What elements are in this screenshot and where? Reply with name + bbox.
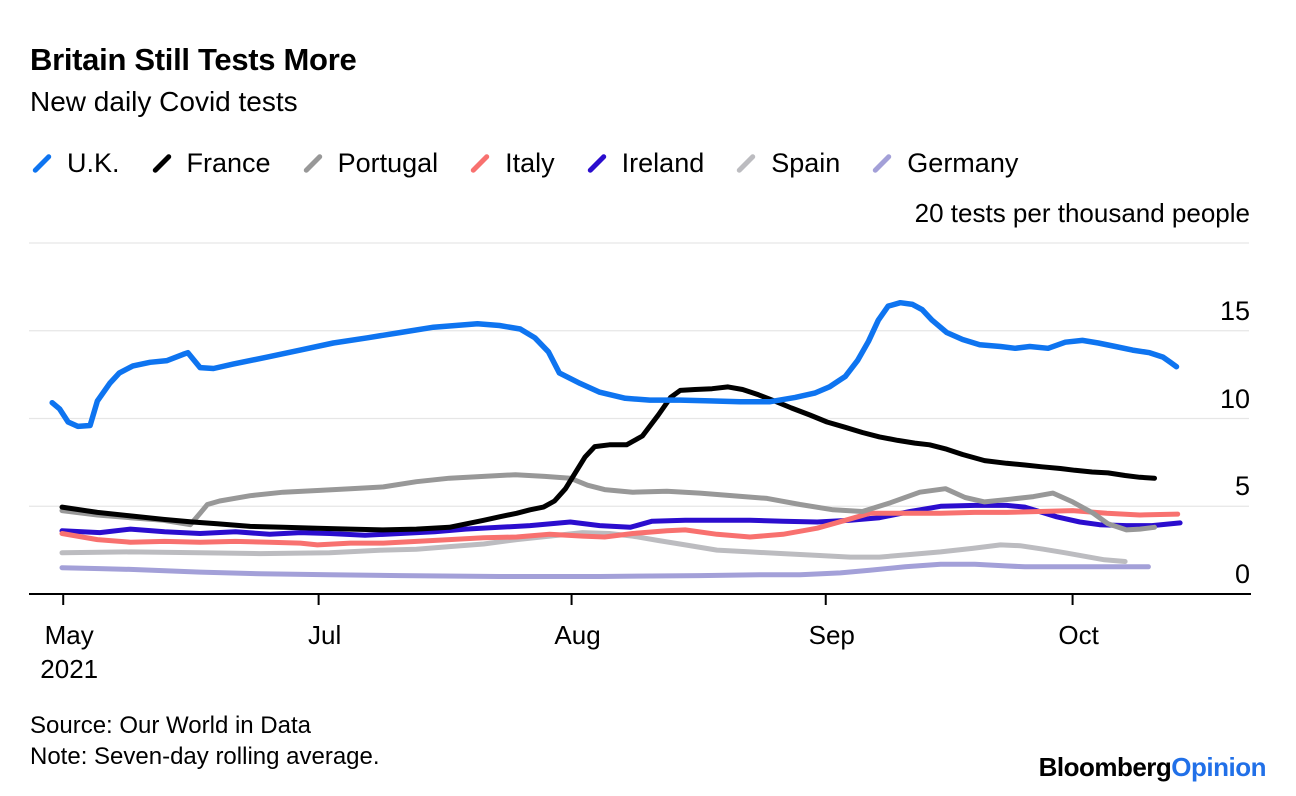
legend-label: Spain <box>771 148 841 178</box>
y-tick-label-5: 5 <box>1234 471 1250 502</box>
series-line-italy <box>59 508 1181 548</box>
chart-subtitle: New daily Covid tests <box>30 86 298 117</box>
series-line-portugal <box>59 472 1157 533</box>
x-tick-label-aug: Aug <box>554 620 601 650</box>
legend-item-portugal: Portugal <box>301 148 439 179</box>
series-line-uk <box>49 299 1180 430</box>
y-tick-label-10: 10 <box>1219 383 1250 414</box>
legend-item-germany: Germany <box>870 148 1018 179</box>
legend: U.K. France Portugal Italy Ireland Spain Germa… <box>30 148 1018 179</box>
legend-label: U.K. <box>67 148 120 178</box>
y-tick-label-15: 15 <box>1219 295 1250 326</box>
x-tick-sublabel-2021: 2021 <box>40 654 99 684</box>
opinion-wordmark: Opinion <box>1171 752 1266 782</box>
series-line-spain <box>59 530 1128 564</box>
note-text: Note: Seven-day rolling average. <box>30 743 380 770</box>
legend-label: France <box>186 148 271 178</box>
legend-item-spain: Spain <box>734 148 840 179</box>
legend-label: Italy <box>505 148 555 178</box>
footer: Source: Our World in Data Note: Seven-da… <box>30 710 380 772</box>
legend-item-uk: U.K. <box>30 148 120 179</box>
chart-title: Britain Still Tests More <box>30 42 357 77</box>
y-axis-unit-note: 20 tests per thousand people <box>914 198 1250 228</box>
source-text: Source: Our World in Data <box>30 712 312 739</box>
legend-item-ireland: Ireland <box>585 148 705 179</box>
y-tick-label-0: 0 <box>1234 559 1250 589</box>
x-tick-label-jul: Jul <box>307 620 342 650</box>
bloomberg-opinion-logo: BloombergOpinion <box>1038 752 1267 783</box>
legend-item-italy: Italy <box>468 148 555 179</box>
legend-label: Portugal <box>337 148 439 178</box>
x-tick-label-may: May 2021 <box>40 620 99 684</box>
x-tick-label-oct: Oct <box>1058 620 1099 650</box>
series-line-france <box>59 384 1157 533</box>
legend-label: Ireland <box>621 148 705 178</box>
legend-label: Germany <box>907 148 1019 178</box>
legend-item-france: France <box>150 148 271 179</box>
series-line-germany <box>59 561 1151 579</box>
bloomberg-wordmark: Bloomberg <box>1038 752 1172 782</box>
x-tick-label-sep: Sep <box>808 620 855 650</box>
series-line-ireland <box>59 502 1183 538</box>
